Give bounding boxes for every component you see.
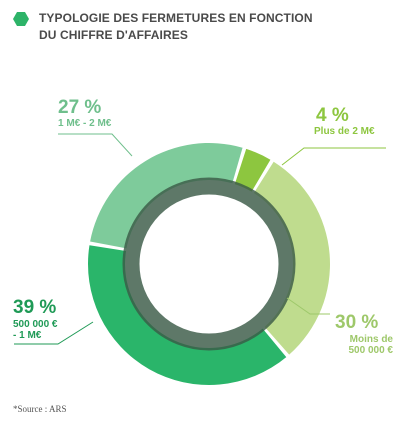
slice-label-percent-500k-1m: 39 % bbox=[13, 297, 57, 318]
donut-inner-ring bbox=[122, 177, 296, 351]
slice-label-percent-plus-2m: 4 % bbox=[316, 105, 349, 126]
donut-hole bbox=[140, 195, 278, 333]
chart-title-line-2: DU CHIFFRE D'AFFAIRES bbox=[39, 28, 188, 42]
donut-slice-0 bbox=[234, 148, 271, 192]
slice-label-category-moins-500k: Moins de 500 000 € bbox=[337, 334, 394, 356]
source-note: *Source : ARS bbox=[13, 404, 67, 414]
chart-title: TYPOLOGIE DES FERMETURES EN FONCTION DU … bbox=[39, 10, 369, 44]
donut-slices bbox=[88, 143, 331, 385]
slice-label-category-1m-2m: 1 M€ - 2 M€ bbox=[58, 118, 111, 129]
donut-slice-2 bbox=[88, 245, 287, 385]
donut-slice-1 bbox=[253, 161, 331, 355]
slice-label-percent-1m-2m: 27 % bbox=[58, 97, 102, 118]
leader-line-2 bbox=[14, 321, 94, 345]
chart-title-line-1: TYPOLOGIE DES FERMETURES EN FONCTION bbox=[39, 11, 313, 25]
slice-label-category-500k-1m: 500 000 € - 1 M€ bbox=[13, 319, 58, 341]
leader-line-1 bbox=[286, 297, 330, 315]
slice-category-line: Plus de 2 M€ bbox=[314, 126, 375, 137]
leader-line-0 bbox=[281, 147, 386, 166]
slice-category-line: - 1 M€ bbox=[13, 330, 42, 341]
slice-category-line: 500 000 € bbox=[348, 345, 394, 356]
slice-label-category-plus-2m: Plus de 2 M€ bbox=[314, 126, 375, 137]
hexagon-icon bbox=[13, 12, 29, 26]
slice-label-percent-moins-500k: 30 % bbox=[335, 312, 379, 333]
leader-lines bbox=[14, 133, 386, 345]
slice-category-line: Moins de bbox=[349, 334, 393, 345]
leader-line-3 bbox=[58, 133, 133, 157]
slice-category-line: 1 M€ - 2 M€ bbox=[58, 118, 112, 129]
donut-slice-3 bbox=[90, 143, 243, 249]
slice-category-line: 500 000 € bbox=[13, 319, 58, 330]
